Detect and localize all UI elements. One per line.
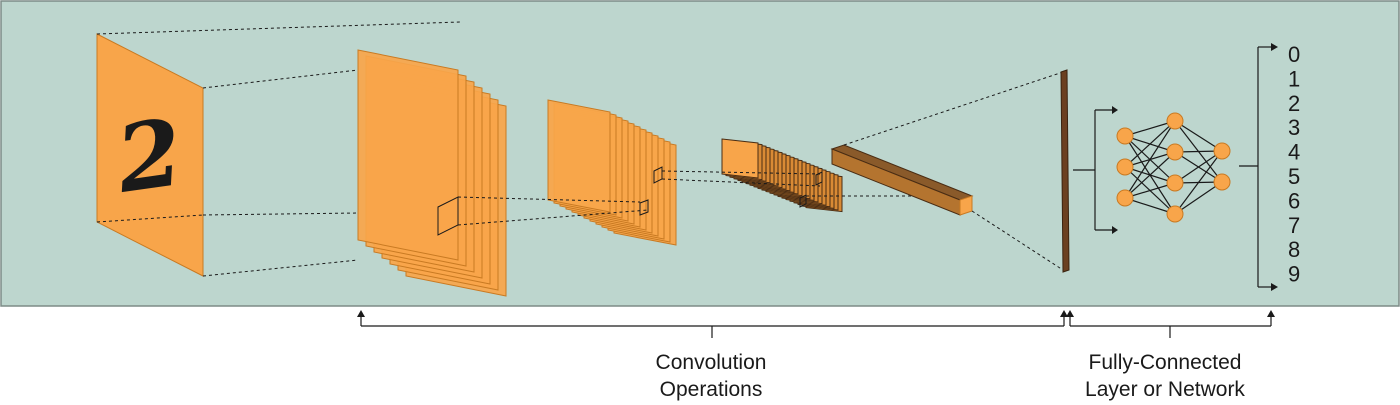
fc-connection — [1124, 151, 1176, 199]
fc-label-line2: Layer or Network — [1085, 378, 1245, 401]
conv-label-line1: Convolution — [656, 351, 767, 374]
fc-connection — [1124, 182, 1176, 199]
output-class-label: 5 — [1288, 164, 1300, 189]
fc-node-l2-n3 — [1166, 174, 1184, 192]
fc-node-l1-n1 — [1116, 127, 1134, 145]
output-bracket — [1239, 43, 1278, 291]
input-image: 2 — [96, 33, 204, 277]
fc-node-l3-n2 — [1213, 173, 1231, 191]
panel-background — [0, 0, 1400, 307]
connector-input-conv1 — [96, 21, 461, 277]
fc-connection — [1174, 181, 1223, 215]
conv1-map-1 — [357, 49, 459, 261]
output-class-label: 1 — [1288, 66, 1300, 91]
fc-node-l2-n1 — [1166, 112, 1184, 130]
output-class-label: 4 — [1288, 140, 1300, 165]
fc-node-l1-n2 — [1116, 158, 1134, 176]
output-class-label: 2 — [1288, 91, 1300, 116]
fc-fork — [1073, 106, 1118, 234]
bracket-conv — [357, 310, 1068, 338]
fc-node-l2-n4 — [1166, 205, 1184, 223]
fc-node-l1-n3 — [1116, 189, 1134, 207]
feature-maps-layer-3 — [721, 138, 843, 213]
fully-connected-network — [1116, 112, 1231, 223]
fc-connection — [1124, 120, 1176, 168]
fc-connection — [1174, 150, 1223, 215]
output-class-label: 7 — [1288, 213, 1300, 238]
flatten-vector — [1060, 69, 1070, 273]
connector-flatten — [843, 71, 1064, 271]
output-class-label: 9 — [1288, 262, 1300, 287]
output-class-label: 0 — [1288, 42, 1300, 67]
fc-label-line1: Fully-Connected — [1089, 351, 1242, 374]
conv-label-line2: Operations — [660, 378, 763, 401]
fc-connection — [1124, 120, 1176, 199]
input-digit: 2 — [109, 98, 188, 214]
fc-connection — [1124, 197, 1176, 215]
output-class-label: 8 — [1288, 237, 1300, 262]
fc-connection — [1174, 120, 1223, 152]
output-class-label: 3 — [1288, 115, 1300, 140]
output-class-label: 6 — [1288, 188, 1300, 213]
conv3-map-1 — [721, 138, 759, 179]
fc-node-l3-n1 — [1213, 142, 1231, 160]
fc-node-l2-n2 — [1166, 143, 1184, 161]
bracket-fc — [1066, 310, 1275, 338]
conv2-map-1 — [547, 99, 611, 213]
flattened-bar — [830, 144, 974, 216]
fc-connection — [1174, 150, 1223, 184]
fc-connection — [1124, 120, 1176, 137]
